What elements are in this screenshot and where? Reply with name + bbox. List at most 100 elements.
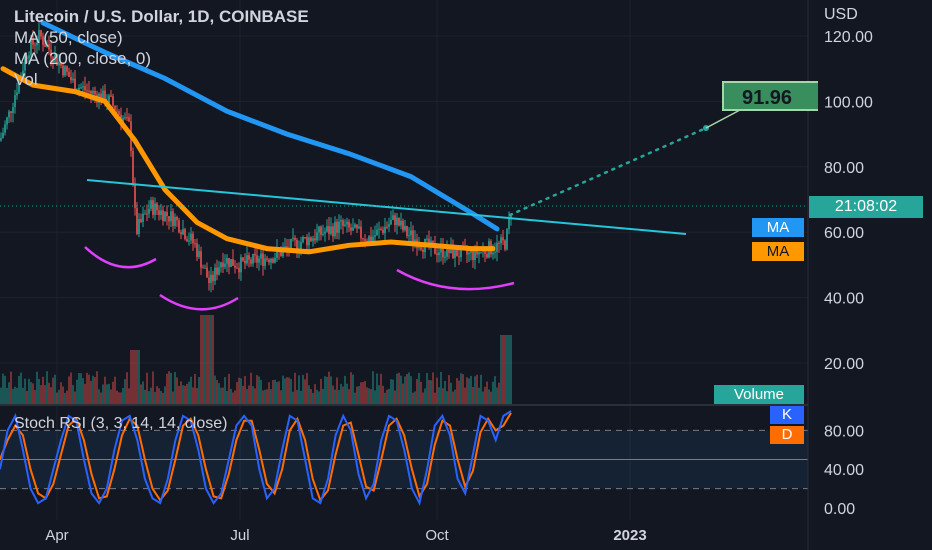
volume-bar: [356, 386, 358, 405]
volume-bar: [244, 376, 246, 405]
candle-body: [468, 252, 470, 255]
candle-body: [470, 250, 472, 253]
volume-bar: [406, 373, 408, 405]
candle-body: [40, 30, 42, 37]
legend-ma200[interactable]: MA (200, close, 0): [14, 49, 152, 68]
candle-body: [58, 62, 60, 66]
candle-body: [132, 150, 134, 184]
volume-bar: [494, 376, 496, 405]
symbol-title[interactable]: Litecoin / U.S. Dollar, 1D, COINBASE: [14, 7, 309, 26]
target-price-callout[interactable]: 91.96: [722, 81, 818, 111]
volume-bar: [60, 382, 62, 405]
volume-bar: [470, 375, 472, 405]
candle-body: [84, 86, 86, 91]
candle-body: [388, 224, 390, 227]
volume-bar: [196, 388, 198, 405]
candle-body: [80, 87, 82, 89]
volume-bar: [48, 382, 50, 405]
volume-bar: [28, 378, 30, 405]
volume-bar: [360, 382, 362, 405]
candle-body: [358, 226, 360, 229]
candle-body: [162, 210, 164, 222]
candle-body: [300, 242, 302, 249]
ma200-line: [40, 20, 500, 232]
candle-body: [160, 210, 162, 215]
candle-body: [2, 132, 4, 138]
candle-body: [312, 238, 314, 241]
candle-body: [82, 86, 84, 88]
volume-bar: [194, 373, 196, 405]
volume-bar: [46, 371, 48, 405]
legend-vol[interactable]: Vol: [14, 70, 38, 89]
volume-bar: [376, 373, 378, 405]
volume-bar: [270, 389, 272, 405]
candle-body: [158, 210, 160, 215]
volume-bar: [328, 371, 330, 405]
volume-bar: [74, 391, 76, 405]
candle-body: [60, 62, 62, 66]
volume-bar: [44, 385, 46, 405]
volume-bar: [306, 373, 308, 405]
volume-bar: [386, 389, 388, 405]
volume-bar: [396, 373, 398, 405]
volume-bar: [118, 392, 120, 405]
volume-bar: [438, 387, 440, 405]
candle-body: [64, 66, 66, 76]
volume-bar: [134, 350, 136, 405]
candle-body: [24, 57, 26, 71]
volume-bar: [350, 372, 352, 405]
left-shoulder-curve[interactable]: [84, 246, 157, 269]
candle-body: [510, 215, 512, 219]
volume-bar: [12, 388, 14, 405]
head-curve[interactable]: [159, 293, 239, 311]
time-tick-label: Apr: [45, 527, 68, 544]
volume-bar: [232, 392, 234, 405]
candle-body: [32, 38, 34, 45]
candle-body: [454, 247, 456, 258]
candle-body: [72, 78, 74, 81]
stoch-legend[interactable]: Stoch RSI (3, 3, 14, 14, close): [14, 415, 228, 432]
candle-body: [368, 236, 370, 242]
volume-bar: [332, 385, 334, 405]
volume-bar: [286, 377, 288, 405]
ma50-line: [0, 66, 496, 255]
volume-bar: [378, 385, 380, 405]
volume-bar: [32, 383, 34, 405]
volume-bar: [84, 383, 86, 405]
volume-bar: [266, 389, 268, 405]
volume-bar: [320, 378, 322, 405]
volume-bar: [290, 378, 292, 405]
volume-bar: [280, 390, 282, 405]
candle-body: [302, 236, 304, 243]
volume-bar: [336, 377, 338, 405]
volume-bar: [58, 389, 60, 405]
volume-bar: [8, 382, 10, 405]
candle-body: [334, 221, 336, 237]
neckline-trendline[interactable]: [86, 179, 687, 235]
right-shoulder-curve[interactable]: [396, 268, 515, 291]
volume-bar: [16, 387, 18, 405]
candle-body: [208, 277, 210, 284]
candle-body: [408, 235, 410, 237]
candle-body: [478, 252, 480, 255]
candle-body: [474, 246, 476, 261]
projection-line[interactable]: [508, 126, 708, 217]
candle-body: [372, 236, 374, 242]
candle-body: [344, 224, 346, 226]
currency-label[interactable]: USD: [824, 6, 858, 23]
candle-body: [336, 221, 338, 233]
volume-bar: [282, 375, 284, 405]
candle-body: [380, 228, 382, 230]
volume-bar: [106, 384, 108, 405]
projection-connector: [705, 109, 741, 129]
volume-bar: [296, 390, 298, 405]
candle-body: [184, 229, 186, 240]
legend-ma50[interactable]: MA (50, close): [14, 28, 123, 47]
volume-bar: [440, 371, 442, 405]
volume-bar: [10, 371, 12, 405]
volume-bar: [174, 372, 176, 405]
volume-bar: [218, 383, 220, 405]
candle-body: [166, 211, 168, 217]
candle-body: [170, 211, 172, 222]
volume-bar: [216, 380, 218, 405]
